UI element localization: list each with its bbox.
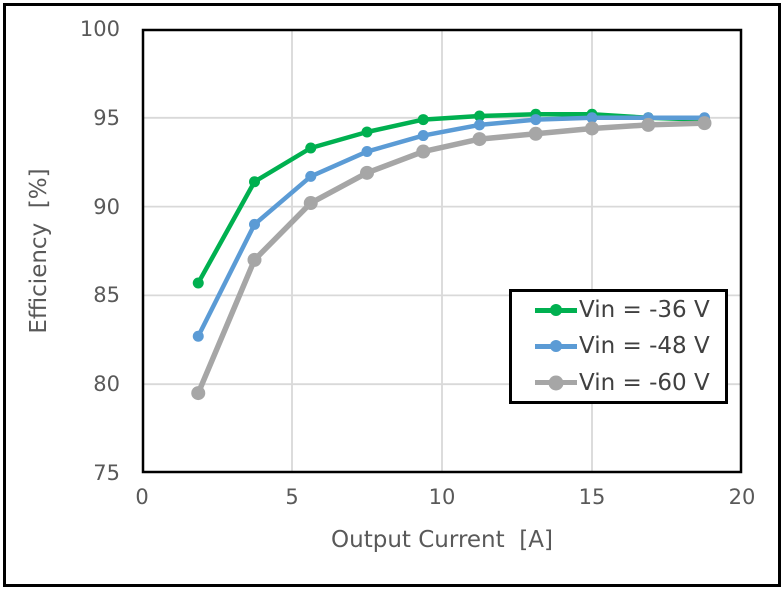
legend-item-vin-60: Vin = -60 V xyxy=(535,370,725,396)
data-point-marker xyxy=(416,144,431,159)
data-point-marker xyxy=(192,330,204,342)
data-point-marker xyxy=(305,170,317,182)
legend-label: Vin = -60 V xyxy=(579,369,710,396)
y-tick-label: 80 xyxy=(93,372,120,397)
data-point-marker xyxy=(474,110,485,122)
legend-marker-icon xyxy=(550,340,562,353)
y-tick-label: 75 xyxy=(93,461,120,485)
legend-line-swatch xyxy=(535,304,577,317)
chart-legend: Vin = -36 V Vin = -48 V Vin = -60 V xyxy=(509,289,728,404)
data-point-marker xyxy=(249,218,260,230)
x-tick-label: 20 xyxy=(728,485,756,509)
series-vin-36-v xyxy=(192,108,710,289)
legend-line-swatch xyxy=(535,375,577,391)
legend-item-vin-48: Vin = -48 V xyxy=(535,333,725,359)
data-point-marker xyxy=(361,126,373,138)
x-tick-label: 10 xyxy=(428,485,456,509)
legend-marker-icon xyxy=(550,304,562,317)
x-axis-title: Output Current [A] xyxy=(331,527,553,553)
data-point-marker xyxy=(417,130,429,142)
data-point-marker xyxy=(530,114,542,126)
legend-line-swatch xyxy=(535,340,577,353)
data-point-marker xyxy=(528,126,543,141)
data-point-marker xyxy=(305,142,317,154)
x-tick-label: 15 xyxy=(578,485,606,509)
legend-item-vin-36: Vin = -36 V xyxy=(535,297,725,323)
data-point-marker xyxy=(641,117,656,132)
data-point-marker xyxy=(472,132,487,147)
data-point-marker xyxy=(192,277,204,289)
data-point-marker xyxy=(249,176,260,188)
plot-area-border xyxy=(141,28,743,474)
gridlines xyxy=(142,29,742,473)
x-tick-label: 5 xyxy=(285,485,299,509)
data-series xyxy=(191,108,712,401)
legend-label: Vin = -36 V xyxy=(579,297,710,324)
data-point-marker xyxy=(303,196,318,211)
data-point-marker xyxy=(247,252,262,267)
y-tick-label: 90 xyxy=(93,194,120,219)
y-tick-label: 100 xyxy=(79,17,120,41)
series-vin-60-v xyxy=(191,116,712,401)
x-tick-label: 0 xyxy=(135,485,149,509)
data-point-marker xyxy=(474,119,485,131)
data-point-marker xyxy=(585,121,599,136)
data-point-marker xyxy=(360,165,374,180)
data-point-marker xyxy=(697,116,712,131)
y-tick-label: 85 xyxy=(93,283,120,308)
data-point-marker xyxy=(191,386,206,401)
data-point-marker xyxy=(417,114,429,126)
data-point-marker xyxy=(361,146,373,158)
y-axis-title: Efficiency [%] xyxy=(26,168,52,334)
legend-label: Vin = -48 V xyxy=(579,333,710,360)
y-tick-label: 95 xyxy=(93,105,120,130)
legend-marker-icon xyxy=(548,375,564,391)
data-point-marker xyxy=(586,112,598,124)
